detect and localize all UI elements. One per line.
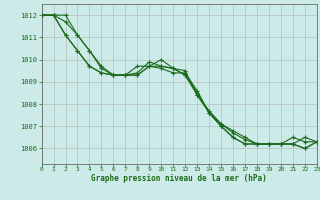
- X-axis label: Graphe pression niveau de la mer (hPa): Graphe pression niveau de la mer (hPa): [91, 174, 267, 183]
